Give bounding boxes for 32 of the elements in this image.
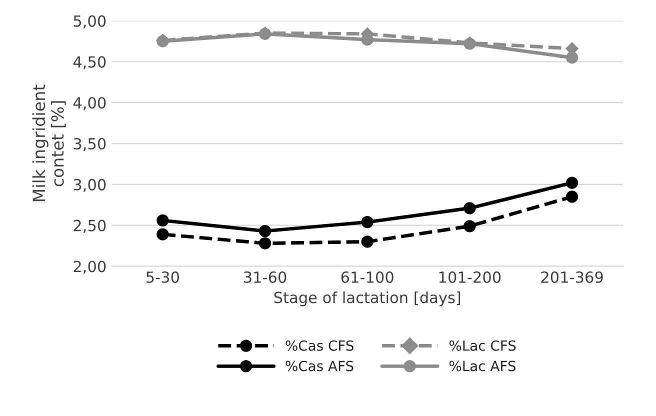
point <box>156 214 169 226</box>
point <box>464 38 476 50</box>
point <box>156 228 169 240</box>
point <box>464 202 476 214</box>
point <box>258 237 272 250</box>
y-axis-title: Milk ingridient contet [%] <box>32 84 66 202</box>
y-tick-label: 2,50 <box>74 220 106 233</box>
legend-label: %Lac AFS <box>449 360 516 372</box>
y-tick-label: 5,00 <box>74 15 106 28</box>
legend-label: %Lac CFS <box>449 340 516 351</box>
x-tick-label: 61-100 <box>341 271 394 283</box>
y-tick-label: 4,50 <box>73 56 106 70</box>
point <box>361 236 374 248</box>
y-tick-label: 4,00 <box>73 97 106 110</box>
point <box>258 28 272 40</box>
x-axis-title: Stage of lactation [days] <box>274 291 460 306</box>
point <box>566 52 578 64</box>
point <box>361 216 374 228</box>
legend-label: %Cas CFS <box>286 340 354 351</box>
point <box>566 190 578 203</box>
point <box>464 220 476 232</box>
point <box>156 35 169 48</box>
x-tick-label: 5-30 <box>146 271 180 283</box>
x-tick-label: 201-369 <box>541 271 603 283</box>
x-tick-label: 31-60 <box>244 271 286 283</box>
point <box>566 176 578 189</box>
y-tick-label: 3,00 <box>74 178 106 192</box>
legend-label: %Cas AFS <box>286 360 354 372</box>
point <box>258 224 272 238</box>
x-tick-label: 101-200 <box>439 271 501 283</box>
y-tick-label: 2,00 <box>74 260 106 274</box>
y-tick-label: 3,50 <box>74 138 106 152</box>
